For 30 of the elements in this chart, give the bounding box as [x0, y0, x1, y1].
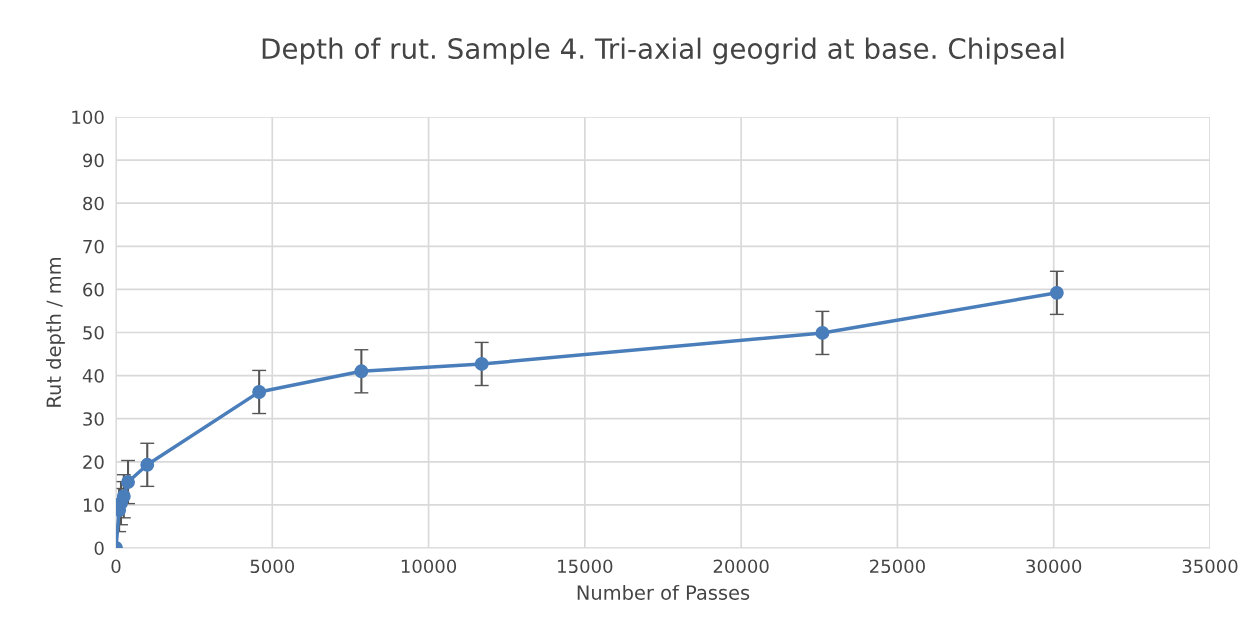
- point: [474, 357, 489, 371]
- point: [140, 457, 155, 472]
- y-tick-label: 0: [94, 541, 104, 556]
- y-tick-label: 90: [83, 153, 104, 168]
- point: [1049, 285, 1064, 300]
- x-tick-label: 10000: [401, 559, 457, 574]
- y-tick-label: 50: [83, 325, 104, 340]
- x-tick-label: 25000: [870, 559, 925, 574]
- point: [815, 325, 830, 340]
- x-tick-label: 5000: [250, 559, 295, 574]
- x-axis-title: Number of Passes: [577, 584, 750, 600]
- x-tick-label: 30000: [1026, 559, 1082, 574]
- y-tick-label: 30: [83, 412, 104, 426]
- y-tick-label: 80: [83, 196, 104, 211]
- x-tick-label: 20000: [713, 559, 769, 574]
- y-tick-label: 40: [82, 369, 104, 383]
- point: [121, 475, 135, 490]
- y-tick-label: 10: [83, 498, 104, 513]
- x-tick-label: 0: [111, 559, 121, 574]
- point: [252, 385, 267, 399]
- y-axis-title: Rut depth / mm: [46, 258, 65, 407]
- x-tick-label: 35000: [1182, 559, 1238, 574]
- chart-title: Depth of rut. Sample 4. Tri-axial geogrid at base. Chipseal: [262, 37, 1064, 65]
- y-tick-label: 20: [83, 455, 104, 469]
- y-tick-label: 100: [72, 110, 104, 125]
- x-tick-label: 15000: [558, 559, 613, 574]
- y-tick-label: 70: [83, 239, 104, 254]
- point: [116, 489, 131, 504]
- y-tick-label: 60: [83, 282, 104, 297]
- point: [354, 364, 369, 379]
